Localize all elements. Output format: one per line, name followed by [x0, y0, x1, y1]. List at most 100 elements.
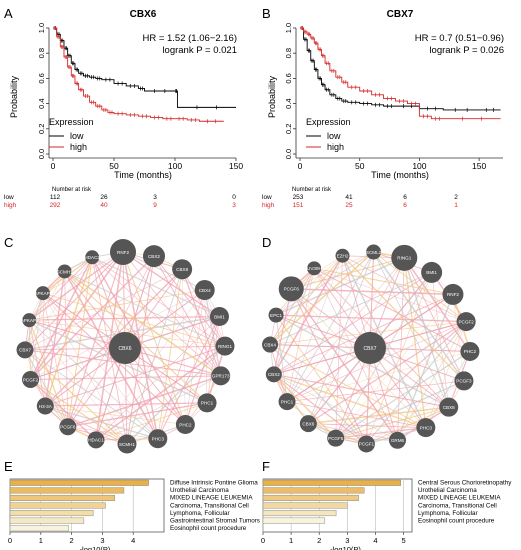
network-edge-center [29, 319, 126, 349]
network-edge-center [369, 347, 398, 441]
network-edge-center [335, 347, 371, 439]
network-node [265, 366, 282, 383]
km-plot-b: 0 50 100 150 0.0 0.2 0.4 0.6 0.8 1.0 [284, 23, 503, 171]
network-edge-center [124, 268, 183, 349]
network-node-label: PCGF2 [23, 377, 39, 382]
network-edge [273, 288, 292, 375]
network-node [36, 397, 54, 415]
network-edge [28, 256, 93, 321]
network-edge [335, 426, 426, 439]
network-node-label: RING1 [397, 256, 411, 261]
network-edge [67, 402, 208, 428]
network-node [22, 313, 37, 328]
network-node [59, 418, 77, 436]
network-edge-center [365, 347, 371, 444]
km-ylabel-b: Probability [267, 75, 277, 118]
network-edge [314, 268, 467, 322]
network-node [268, 307, 284, 323]
panel-letter-c: C [4, 235, 13, 250]
network-edge-center [369, 347, 450, 408]
network-edge-center [369, 347, 470, 352]
network-node-label: SUV39H1 [304, 266, 325, 271]
panel-letter-e: E [4, 459, 13, 474]
network-node [57, 264, 72, 279]
bar-f [262, 517, 326, 524]
bar-category-label-f: Carcinoma, Transitional Cell [418, 502, 497, 509]
network-edge [286, 268, 315, 402]
y-tick-label-b: 0.4 [284, 98, 293, 108]
network-node [327, 429, 345, 447]
bar-e [9, 487, 125, 494]
km-legend-title-a: Expression [49, 117, 94, 127]
network-edge-center [124, 316, 220, 349]
bar-category-label-e: Urothelial Carcinoma [170, 487, 229, 494]
network-edge [206, 316, 220, 403]
network-edge [366, 406, 449, 445]
network-edge [126, 345, 226, 445]
network-edge [273, 373, 449, 408]
km-ylabel-a: Probability [9, 75, 19, 118]
network-edge [269, 251, 375, 346]
network-edge [275, 255, 343, 316]
x-tick-label-a: 50 [109, 161, 119, 171]
network-edge-center [369, 293, 454, 349]
risk-value-low: 2 [454, 194, 458, 201]
network-edge [275, 315, 288, 402]
network-node-label: PCGF6 [284, 287, 300, 292]
bar-x-tick-label-e: 1 [39, 536, 43, 545]
bar-x-tick-label-f: 3 [345, 536, 349, 545]
network-node [357, 435, 375, 453]
network-edge [335, 380, 465, 439]
network-edge-center [313, 268, 371, 349]
network-edge-center [42, 292, 126, 349]
bar-f [262, 510, 337, 517]
x-tick-label-b: 50 [355, 161, 365, 171]
network-edge [153, 255, 222, 377]
network-node [87, 431, 105, 449]
bar-e [9, 517, 85, 524]
network-node [335, 248, 350, 263]
bar-category-label-e: MIXED LINEAGE LEUKEMIA [170, 495, 253, 502]
network-node [211, 366, 231, 386]
bar-x-tick-label-e: 3 [100, 536, 104, 545]
network-node-label: PCGF3 [456, 379, 472, 384]
network-node [366, 244, 382, 260]
network-edge-center [369, 347, 465, 382]
network-edge [24, 271, 65, 351]
network-node [421, 261, 443, 283]
km-hr-b: HR = 0.7 (0.51−0.96) [415, 33, 504, 44]
y-tick-label-b: 0.6 [284, 73, 293, 83]
network-edge [308, 406, 449, 425]
risk-value-high: 9 [153, 202, 157, 209]
bar-category-label-e: Gastrointestinal Stromal Tumors [170, 517, 260, 524]
km-hr-a: HR = 1.52 (1.06−2.16) [142, 33, 237, 44]
network-edge-center [67, 347, 126, 428]
x-tick-label-b: 150 [472, 161, 486, 171]
km-plot-a: 0 50 100 150 0.0 0.2 0.4 0.6 0.8 1.0 [37, 23, 243, 171]
network-edge [157, 316, 220, 439]
network-node [22, 370, 40, 388]
network-node-label: BMI1 [214, 314, 225, 319]
network-edge [185, 289, 205, 425]
network-edge-center [91, 257, 126, 349]
km-xlabel-a: Time (months) [114, 170, 172, 180]
network-edge [452, 294, 465, 381]
risk-header-b: Number at risk [292, 187, 332, 193]
network-node [416, 418, 436, 438]
network-node [197, 393, 217, 413]
network-edge [431, 272, 449, 408]
panel-a: A CBX6 Probability Time (months) 0 50 100 1… [4, 6, 243, 209]
network-edge-center [290, 288, 371, 349]
network-edge-center [30, 347, 126, 380]
risk-label-low-b: low [262, 194, 272, 201]
risk-value-high: 1 [454, 202, 458, 209]
network-node-label: GPR173 [212, 374, 230, 379]
network-edge-center [369, 321, 467, 349]
y-tick-label-a: 0.0 [37, 149, 46, 159]
network-node [35, 286, 50, 301]
network-node-label: CBX4 [264, 342, 276, 347]
network-node-label: BMI1 [426, 270, 437, 275]
network-node-label: CBX2 [148, 254, 160, 259]
bar-f [262, 479, 401, 486]
